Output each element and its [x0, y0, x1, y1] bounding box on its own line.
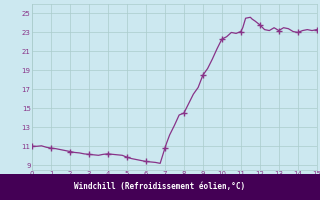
Text: Windchill (Refroidissement éolien,°C): Windchill (Refroidissement éolien,°C) [75, 182, 245, 192]
